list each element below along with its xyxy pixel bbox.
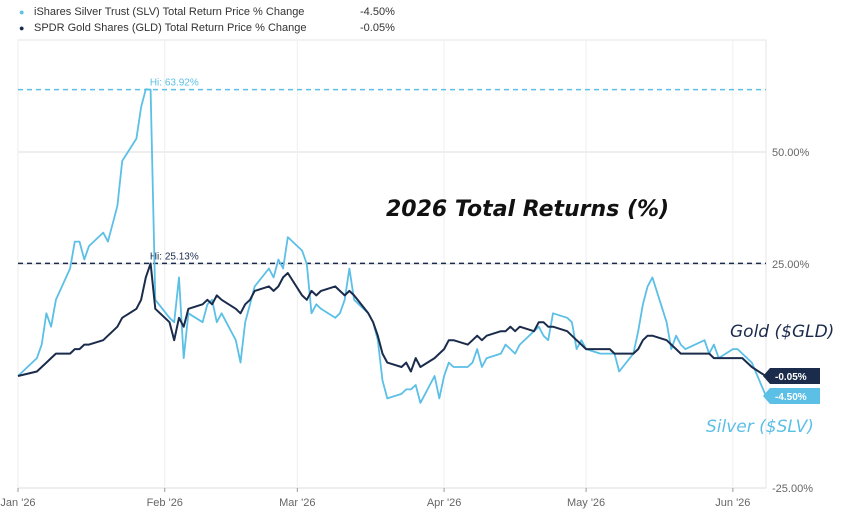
hi-label-gld: Hi: 25.13% [150, 251, 199, 262]
gold-end-value: -0.05% [775, 372, 807, 383]
y-tick-label: -25.00% [772, 483, 813, 495]
y-tick-label: 50.00% [772, 147, 810, 159]
gold-annotation: Gold ($GLD) [730, 322, 834, 342]
x-tick-label: Apr '26 [427, 497, 462, 509]
legend: ● iShares Silver Trust (SLV) Total Retur… [19, 6, 395, 34]
legend-value-slv: -4.50% [360, 6, 395, 18]
legend-item-slv[interactable]: ● iShares Silver Trust (SLV) Total Retur… [19, 6, 395, 18]
x-tick-label: Jun '26 [715, 497, 750, 509]
legend-label-slv: iShares Silver Trust (SLV) Total Return … [34, 6, 304, 18]
series-layer [17, 88, 767, 404]
legend-label-gld: SPDR Gold Shares (GLD) Total Return Pric… [34, 22, 306, 34]
legend-bullet-gld: ● [19, 23, 24, 33]
x-tick-label: Mar '26 [279, 497, 315, 509]
hi-label-slv: Hi: 63.92% [150, 78, 199, 89]
gld-line[interactable] [17, 262, 767, 378]
legend-item-gld[interactable]: ● SPDR Gold Shares (GLD) Total Return Pr… [19, 22, 395, 34]
silver-end-badge: -4.50% [763, 388, 820, 404]
legend-value-gld: -0.05% [360, 22, 395, 34]
x-tick-label: Jan '26 [0, 497, 35, 509]
x-tick-label: May '26 [567, 497, 605, 509]
axis-layer: 50.00% 25.00% -25.00% Jan '26 Feb '26 Mar '26… [0, 147, 813, 509]
legend-bullet-slv: ● [19, 7, 24, 17]
slv-line[interactable] [17, 88, 767, 404]
x-tick-label: Feb '26 [147, 497, 183, 509]
chart-title: 2026 Total Returns (%) [386, 197, 669, 222]
hi-lines: Hi: 63.92% Hi: 25.13% [18, 78, 766, 265]
silver-annotation: Silver ($SLV) [706, 417, 814, 437]
silver-end-value: -4.50% [775, 392, 807, 403]
gold-end-badge: -0.05% [763, 368, 820, 384]
y-tick-label: 25.00% [772, 259, 810, 271]
